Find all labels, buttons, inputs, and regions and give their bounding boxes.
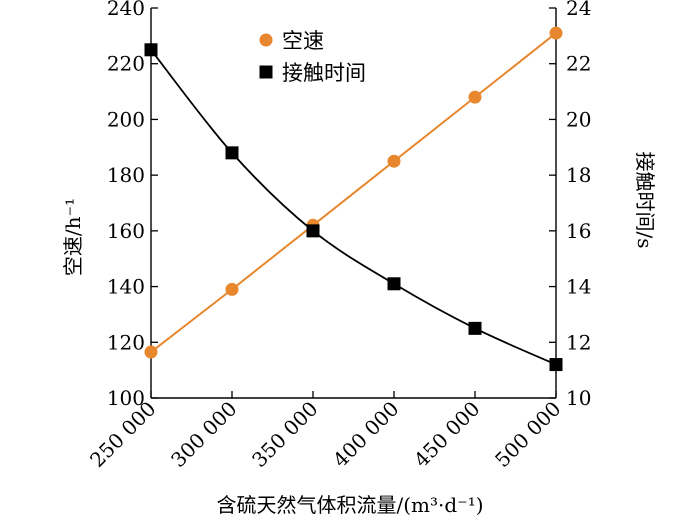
x-tick-label: 450 000	[409, 397, 484, 472]
right-tick-label: 20	[566, 107, 591, 131]
left-y-axis-title: 空速/h⁻¹	[61, 198, 85, 276]
legend-marker-space-velocity	[259, 33, 273, 47]
data-point-contact-time	[225, 146, 239, 160]
data-point-contact-time	[468, 321, 482, 335]
legend-label-space-velocity: 空速	[282, 29, 324, 53]
x-tick-label: 300 000	[166, 397, 241, 472]
x-axis-ticks: 250 000 300 000 350 000 400 000 450 000 500 0…	[85, 391, 566, 472]
right-tick-label: 10	[566, 386, 591, 410]
left-tick-label: 200	[107, 107, 145, 131]
data-point-space-velocity	[468, 90, 482, 104]
right-tick-label: 12	[566, 330, 591, 354]
data-point-space-velocity	[387, 154, 401, 168]
x-tick-label: 500 000	[490, 397, 565, 472]
right-tick-label: 24	[566, 0, 591, 20]
series-line-space-velocity	[150, 32, 557, 353]
data-point-space-velocity	[225, 282, 239, 296]
right-tick-label: 14	[566, 275, 591, 299]
x-axis-title: 含硫天然气体积流量/(m³·d⁻¹)	[216, 493, 483, 517]
data-point-contact-time	[306, 224, 320, 238]
left-tick-label: 220	[107, 52, 145, 76]
left-tick-label: 240	[107, 0, 145, 20]
series-line-contact-time	[150, 49, 557, 366]
series-contact-time	[144, 43, 563, 372]
data-point-contact-time	[144, 43, 158, 57]
right-tick-label: 16	[566, 219, 591, 243]
right-tick-label: 18	[566, 163, 591, 187]
data-point-space-velocity	[549, 26, 563, 40]
data-point-space-velocity	[144, 345, 158, 359]
plot-frame	[150, 8, 557, 399]
left-tick-label: 180	[107, 163, 145, 187]
right-axis-ticks: 10 12 14 16 18 20 22 24	[549, 0, 591, 410]
left-tick-label: 140	[107, 275, 145, 299]
left-tick-label: 120	[107, 330, 145, 354]
data-point-contact-time	[387, 277, 401, 291]
x-tick-label: 350 000	[247, 397, 322, 472]
data-point-contact-time	[549, 358, 563, 372]
right-y-axis-title: 接触时间/s	[633, 151, 657, 248]
left-axis-ticks: 100 120 140 160 180 200 220 240	[107, 0, 158, 410]
x-tick-label: 400 000	[328, 397, 403, 472]
left-tick-label: 100	[107, 386, 145, 410]
right-tick-label: 22	[566, 52, 591, 76]
series-layer	[144, 26, 563, 372]
legend-marker-contact-time	[259, 65, 273, 79]
left-tick-label: 160	[107, 219, 145, 243]
legend-label-contact-time: 接触时间	[282, 61, 366, 85]
